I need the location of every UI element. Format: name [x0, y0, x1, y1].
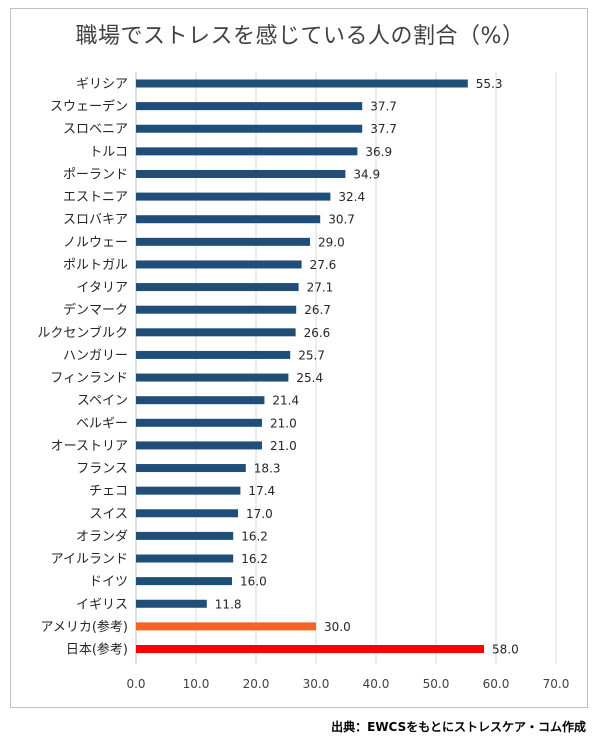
bar — [136, 283, 299, 292]
bar — [136, 192, 331, 201]
value-label: 21.4 — [272, 394, 299, 408]
bar — [136, 79, 468, 88]
bar — [136, 215, 321, 224]
bar — [136, 305, 297, 314]
value-label: 36.9 — [365, 145, 392, 159]
category-label: スイス — [89, 507, 128, 522]
category-label: アメリカ(参考) — [41, 619, 129, 635]
category-label: ドイツ — [89, 575, 128, 590]
category-label: イタリア — [77, 281, 128, 296]
category-label: オランダ — [76, 529, 128, 544]
value-label: 25.7 — [298, 348, 325, 362]
bar — [136, 464, 246, 473]
value-label: 21.0 — [270, 439, 297, 453]
x-tick-label: 10.0 — [183, 677, 210, 691]
value-label: 17.4 — [248, 484, 275, 498]
source-note: 出典：EWCSをもとにストレスケア・コム作成 — [331, 720, 586, 734]
bar — [136, 645, 484, 653]
bar — [136, 599, 207, 608]
value-label: 16.0 — [240, 575, 267, 589]
value-label: 27.6 — [310, 258, 337, 272]
category-label: ハンガリー — [63, 348, 128, 363]
bar — [136, 577, 232, 586]
value-label: 26.6 — [304, 326, 331, 340]
category-label: デンマーク — [63, 302, 128, 318]
x-tick-label: 20.0 — [243, 677, 270, 691]
value-label: 37.7 — [370, 122, 397, 136]
value-label: 37.7 — [370, 100, 397, 114]
x-tick-label: 0.0 — [126, 677, 145, 691]
value-label: 34.9 — [353, 167, 380, 181]
bar — [136, 486, 241, 495]
category-label: フィンランド — [50, 371, 128, 386]
value-label: 27.1 — [307, 281, 334, 295]
value-label: 25.4 — [296, 371, 323, 385]
chart-frame — [10, 8, 588, 708]
category-label: スロベニア — [63, 122, 128, 137]
value-label: 21.0 — [270, 416, 297, 430]
bar — [136, 102, 363, 111]
category-label: スウェーデン — [50, 99, 128, 115]
bar — [136, 622, 316, 631]
value-label: 30.0 — [324, 620, 351, 634]
value-label: 30.7 — [328, 213, 355, 227]
bar — [136, 441, 262, 450]
category-label: ポーランド — [63, 167, 128, 182]
bar — [136, 237, 310, 246]
value-label: 16.2 — [241, 529, 268, 543]
category-label: ベルギー — [76, 416, 128, 431]
category-label: オーストリア — [51, 439, 128, 454]
x-tick-label: 50.0 — [423, 677, 450, 691]
bar — [136, 350, 291, 359]
bar — [136, 418, 262, 427]
category-label: スロバキア — [63, 213, 128, 228]
value-label: 16.2 — [241, 552, 268, 566]
value-label: 11.8 — [215, 597, 242, 611]
category-label: フランス — [76, 462, 128, 477]
value-label: 29.0 — [318, 235, 345, 249]
gridlines — [135, 72, 557, 664]
bar — [136, 169, 346, 178]
category-label: ノルウェー — [63, 235, 128, 250]
bar — [136, 124, 363, 133]
category-label: エストニア — [63, 190, 128, 205]
chart-title: 職場でストレスを感じている人の割合（%） — [75, 24, 525, 49]
bar — [136, 260, 302, 269]
x-tick-label: 70.0 — [543, 677, 570, 691]
category-label: ルクセンブルク — [37, 325, 128, 341]
category-label: イギリス — [76, 597, 128, 612]
bar — [136, 147, 358, 156]
x-tick-label: 40.0 — [363, 677, 390, 691]
x-tick-label: 30.0 — [303, 677, 330, 691]
value-label: 32.4 — [338, 190, 365, 204]
bar — [136, 554, 234, 563]
category-label: チェコ — [89, 484, 128, 499]
category-label: トルコ — [89, 145, 128, 160]
value-label: 18.3 — [254, 462, 281, 476]
value-label: 17.0 — [246, 507, 273, 521]
category-label: 日本(参考) — [66, 642, 128, 658]
bar — [136, 531, 234, 540]
bar — [136, 509, 238, 518]
bar — [136, 373, 289, 382]
value-label: 55.3 — [476, 77, 503, 91]
bar — [136, 396, 265, 405]
x-tick-labels: 0.0 10.0 20.0 30.0 40.0 50.0 60.0 70.0 — [126, 677, 569, 691]
category-labels: ギリシアスウェーデンスロベニアトルコポーランドエストニアスロバキアノルウェーポル… — [37, 77, 128, 658]
category-label: スペイン — [77, 394, 128, 409]
bar — [136, 328, 296, 337]
category-label: ポルトガル — [63, 258, 128, 273]
bars — [136, 79, 484, 653]
category-label: ギリシア — [76, 77, 128, 92]
value-labels: 55.3 37.7 37.7 36.9 34.9 32.4 30.7 29.0 27.6 27.1… — [215, 77, 519, 657]
category-label: アイルランド — [51, 552, 128, 567]
x-tick-label: 60.0 — [483, 677, 510, 691]
value-label: 58.0 — [492, 643, 519, 657]
value-label: 26.7 — [304, 303, 331, 317]
